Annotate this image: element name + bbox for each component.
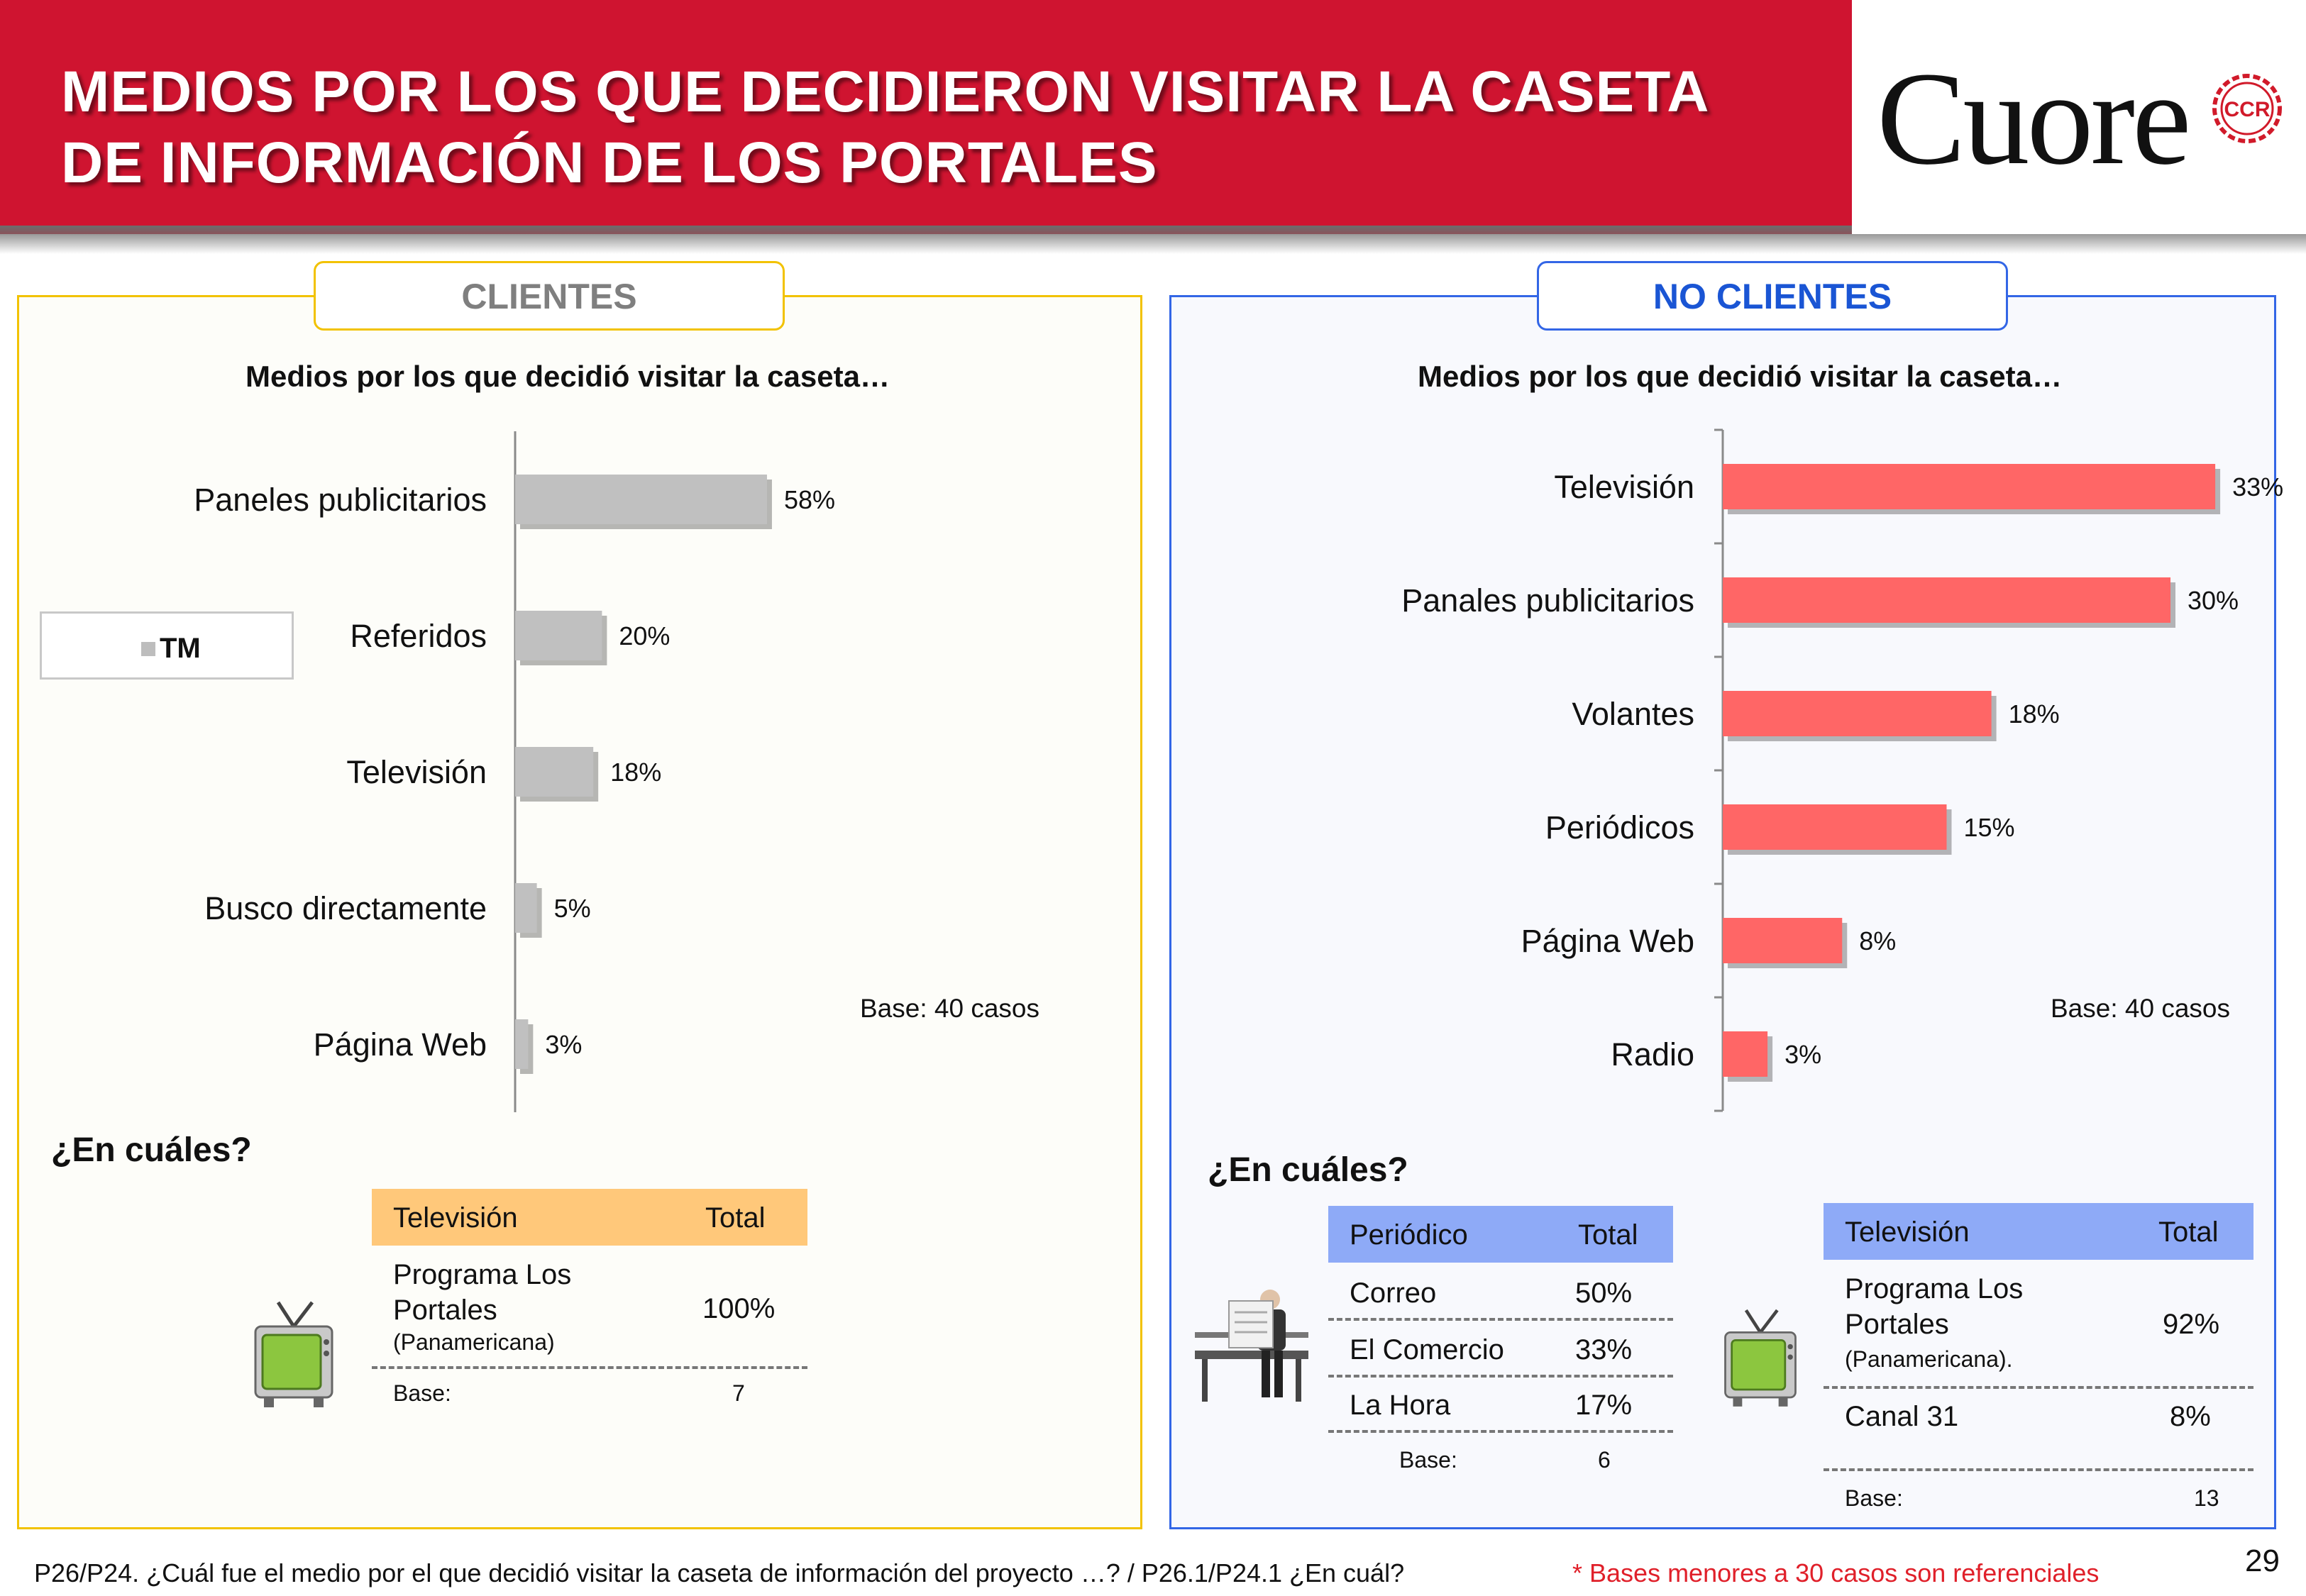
table-divider: [1328, 1430, 1673, 1433]
no-clientes-tab: NO CLIENTES: [1537, 261, 2008, 331]
logo-seal-icon: CCR: [2212, 74, 2282, 143]
category-label: Televisión: [1554, 469, 1694, 505]
table-row-label-line2: Portales: [1845, 1309, 1949, 1340]
data-label: 20%: [619, 621, 670, 650]
clientes-legend: TM: [40, 611, 294, 680]
bar: [1723, 918, 1843, 963]
table-base-value: 6: [1598, 1447, 1611, 1473]
bar: [1723, 1031, 1768, 1077]
periodico-table: Periódico Total Correo 50% El Comercio 3…: [1328, 1206, 1673, 1483]
table-header-left: Periódico: [1350, 1219, 1468, 1251]
table-row-sublabel: (Panamericana).: [1845, 1346, 2013, 1372]
category-label: Referidos: [350, 618, 487, 654]
data-label: 33%: [2232, 472, 2283, 501]
bar: [515, 747, 594, 797]
table-row-label-line1: Programa Los: [1845, 1273, 2024, 1304]
data-label: 30%: [2188, 586, 2239, 615]
footer-question: P26/P24. ¿Cuál fue el medio por el que d…: [34, 1558, 1405, 1587]
category-label: Busco directamente: [204, 890, 487, 926]
table-row-label: Canal 31: [1845, 1401, 1959, 1432]
table-row-value: 100%: [702, 1293, 776, 1324]
bar: [1723, 691, 1992, 736]
category-label: Paneles publicitarios: [194, 482, 487, 518]
data-label: 5%: [554, 894, 591, 923]
table-row-label: El Comercio: [1350, 1334, 1504, 1365]
data-label: 8%: [1859, 926, 1896, 955]
page-number: 29: [2245, 1544, 2280, 1578]
clientes-tab: CLIENTES: [314, 261, 785, 331]
clientes-chart-title: Medios por los que decidió visitar la ca…: [246, 360, 890, 393]
newspaper-reader-icon: [1195, 1290, 1308, 1402]
bar: [515, 611, 602, 660]
bar: [515, 475, 767, 524]
no-clientes-tv-table: Televisión Total Programa Los Portales (…: [1824, 1203, 2253, 1518]
clientes-tv-table: Televisión Total Programa Los Portales (…: [372, 1189, 807, 1423]
table-base-label: Base:: [1399, 1447, 1457, 1473]
category-label: Volantes: [1572, 696, 1694, 732]
table-header-left: Televisión: [1845, 1217, 1970, 1248]
table-divider: [1824, 1468, 2253, 1471]
tv-icon: [1724, 1309, 1797, 1407]
table-divider: [1328, 1318, 1673, 1321]
table-row-label-line1: Programa Los: [393, 1259, 572, 1290]
bar: [1723, 577, 2170, 623]
bar: [1723, 804, 1947, 850]
no-clientes-base: Base: 40 casos: [2051, 994, 2230, 1023]
no-clientes-question: ¿En cuáles?: [1208, 1151, 1408, 1189]
table-base-label: Base:: [1845, 1485, 1903, 1511]
legend-swatch: [141, 642, 155, 656]
table-base-value: 13: [2194, 1485, 2219, 1511]
clientes-base: Base: 40 casos: [860, 994, 1039, 1023]
table-header: [372, 1189, 807, 1246]
table-base-value: 7: [732, 1380, 745, 1406]
table-base-label: Base:: [393, 1380, 451, 1406]
logo-seal-text: CCR: [2224, 98, 2271, 121]
no-clientes-chart-title: Medios por los que decidió visitar la ca…: [1418, 360, 2062, 393]
footer-note: * Bases menores a 30 casos son referenci…: [1572, 1558, 2100, 1587]
tv-icon: [254, 1301, 333, 1407]
table-header-right: Total: [1578, 1219, 1638, 1251]
category-label: Televisión: [346, 754, 487, 790]
page-title: MEDIOS POR LOS QUE DECIDIERON VISITAR LA…: [61, 60, 1708, 195]
logo-text: Cuore: [1877, 44, 2191, 192]
category-label: Página Web: [314, 1026, 487, 1063]
clientes-question: ¿En cuáles?: [51, 1131, 252, 1169]
category-label: Panales publicitarios: [1401, 582, 1694, 619]
data-label: 58%: [784, 485, 835, 514]
category-label: Página Web: [1521, 923, 1694, 959]
category-label: Periódicos: [1545, 809, 1694, 846]
data-label: 18%: [2009, 699, 2060, 728]
logo-area: [1852, 0, 2306, 234]
table-header-right: Total: [705, 1202, 766, 1234]
table-divider: [1328, 1375, 1673, 1378]
table-header-left: Televisión: [393, 1202, 518, 1234]
table-divider: [372, 1366, 807, 1369]
data-label: 3%: [545, 1030, 582, 1059]
data-label: 18%: [610, 758, 661, 787]
table-header: [1824, 1203, 2253, 1260]
table-row-label: La Hora: [1350, 1390, 1451, 1421]
table-row-value: 17%: [1575, 1390, 1633, 1421]
table-header: [1328, 1206, 1673, 1263]
category-label: Radio: [1611, 1036, 1694, 1073]
table-row-value: 50%: [1575, 1278, 1633, 1309]
bar: [515, 883, 537, 933]
bar: [515, 1019, 529, 1069]
table-row-label-line2: Portales: [393, 1295, 497, 1326]
table-row-label: Correo: [1350, 1278, 1437, 1309]
table-header-right: Total: [2158, 1217, 2219, 1248]
table-row-value: 33%: [1575, 1334, 1633, 1365]
table-divider: [1824, 1386, 2253, 1389]
table-row-sublabel: (Panamericana): [393, 1329, 555, 1355]
header-band: [0, 0, 1852, 234]
data-label: 3%: [1784, 1040, 1821, 1069]
table-row-value: 8%: [2170, 1401, 2211, 1432]
bar: [1723, 464, 2216, 509]
data-label: 15%: [1964, 813, 2015, 842]
legend-label: TM: [160, 633, 201, 664]
table-row-value: 92%: [2163, 1309, 2220, 1340]
